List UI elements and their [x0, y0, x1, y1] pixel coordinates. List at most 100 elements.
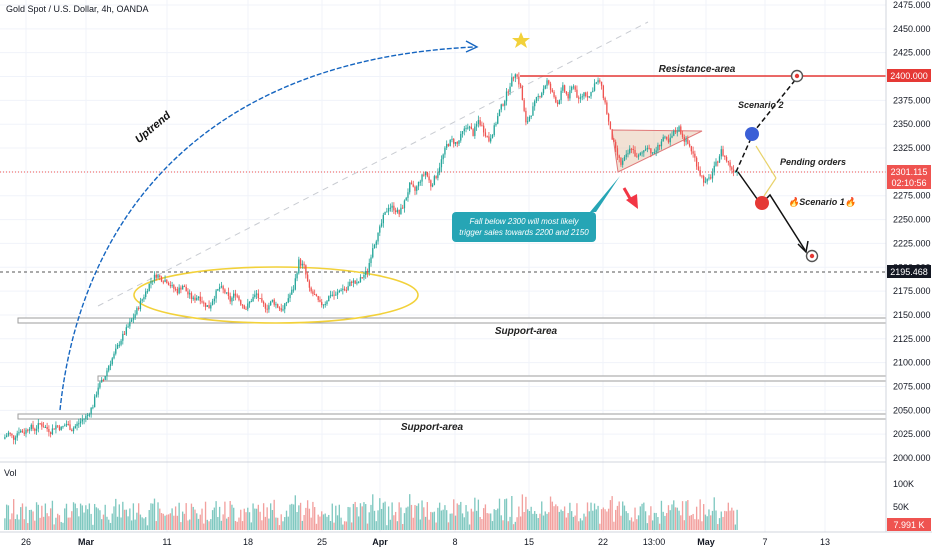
candle-body — [419, 181, 421, 183]
candle-body — [622, 160, 624, 165]
trend-channel-line[interactable] — [97, 21, 649, 307]
volume-bar — [560, 509, 562, 530]
candle-body — [99, 382, 101, 388]
candle-body — [732, 169, 735, 172]
time-tick: 7 — [762, 537, 767, 547]
candle-body — [481, 125, 483, 127]
candle-body — [326, 301, 328, 305]
scenario1-path-a[interactable] — [737, 171, 761, 204]
candle-body — [333, 294, 335, 296]
candle-body — [178, 287, 180, 294]
candle-body — [42, 426, 45, 428]
volume-bar — [384, 501, 386, 530]
candle-body — [183, 285, 186, 287]
volume-bar — [643, 502, 645, 530]
uptrend-arc[interactable] — [59, 46, 475, 411]
volume-bar — [201, 508, 203, 530]
candle-body — [62, 426, 64, 428]
volume-bar — [703, 504, 705, 530]
consolidation-ellipse[interactable] — [133, 266, 419, 324]
candle-body — [437, 172, 439, 178]
candle-body — [683, 137, 685, 142]
volume-bar — [123, 509, 126, 530]
candle-body — [400, 207, 402, 215]
support-area-label-lower: Support-area — [401, 422, 464, 433]
support-band-upper[interactable] — [17, 317, 887, 324]
volume-bar — [352, 503, 355, 530]
candle-body — [592, 90, 594, 92]
candle-body — [176, 289, 179, 294]
volume-bar — [76, 508, 78, 530]
volume-bar — [653, 512, 656, 530]
callout-box[interactable] — [452, 212, 596, 242]
volume-bar — [667, 505, 670, 530]
candle-body — [657, 144, 659, 151]
candle-body — [319, 299, 321, 302]
candle-body — [88, 414, 91, 416]
volume-bar — [718, 518, 721, 530]
volume-bar — [120, 517, 122, 530]
volume-bar — [181, 511, 184, 530]
volume-bar — [660, 500, 663, 530]
triangle-pattern[interactable] — [611, 129, 703, 173]
volume-bar — [585, 516, 587, 530]
scenario2-label: Scenario 2 — [738, 100, 784, 110]
volume-bar — [567, 512, 569, 530]
volume-series — [4, 494, 738, 530]
scenario1-entry-dot[interactable] — [755, 196, 769, 210]
chart-title: Gold Spot / U.S. Dollar, 4h, OANDA — [6, 4, 149, 14]
price-tick: 2350.000 — [893, 119, 931, 129]
candle-body — [166, 279, 168, 284]
volume-bar — [421, 500, 423, 530]
candle-body — [5, 435, 8, 438]
candle-body — [477, 120, 480, 124]
candle-body — [278, 307, 281, 309]
volume-bar — [498, 498, 501, 530]
candle-body — [7, 432, 10, 436]
price-tick: 2250.000 — [893, 215, 931, 225]
time-tick: Mar — [78, 537, 95, 547]
support-band-middle[interactable] — [97, 375, 887, 382]
current-price-badge — [887, 165, 931, 189]
time-axis[interactable]: 26 Mar 11 18 25 Apr 8 15 22 13:00 May 7 13 — [21, 537, 830, 547]
time-tick: May — [697, 537, 715, 547]
volume-bar — [688, 515, 691, 530]
scenario2-path-a[interactable] — [735, 135, 753, 173]
support-band-lower[interactable] — [17, 413, 887, 420]
volume-bar — [278, 525, 281, 530]
volume-bar — [345, 521, 348, 530]
candle-body — [394, 210, 397, 213]
target-top-icon[interactable] — [790, 69, 804, 83]
volume-bar — [630, 517, 633, 530]
volume-bar — [145, 517, 147, 530]
volume-bar — [218, 506, 221, 530]
candle-body — [284, 303, 286, 310]
candle-body — [324, 304, 326, 306]
candle-body — [164, 279, 166, 282]
candle-body — [671, 135, 673, 138]
candle-body — [67, 423, 69, 425]
volume-bar — [588, 511, 590, 530]
candle-body — [449, 139, 451, 147]
candle-body — [676, 131, 678, 133]
volume-bar — [563, 506, 566, 530]
volume-bar — [386, 525, 388, 530]
volume-bar — [519, 516, 522, 530]
candle-body — [570, 87, 573, 91]
candle-body — [588, 96, 590, 98]
candle-body — [132, 317, 135, 320]
target-bottom-icon[interactable] — [805, 249, 819, 263]
volume-bar — [592, 510, 594, 530]
scenario2-entry-dot[interactable] — [745, 127, 759, 141]
volume-bar — [227, 516, 230, 530]
candle-body — [593, 83, 596, 91]
candle-body — [118, 344, 120, 346]
volume-bar — [264, 516, 267, 530]
scenario2-path-b[interactable] — [751, 78, 797, 135]
price-tick: 2475.000 — [893, 0, 931, 10]
candle-body — [412, 184, 414, 187]
volume-label: Vol — [4, 468, 17, 478]
candle-body — [213, 298, 216, 302]
